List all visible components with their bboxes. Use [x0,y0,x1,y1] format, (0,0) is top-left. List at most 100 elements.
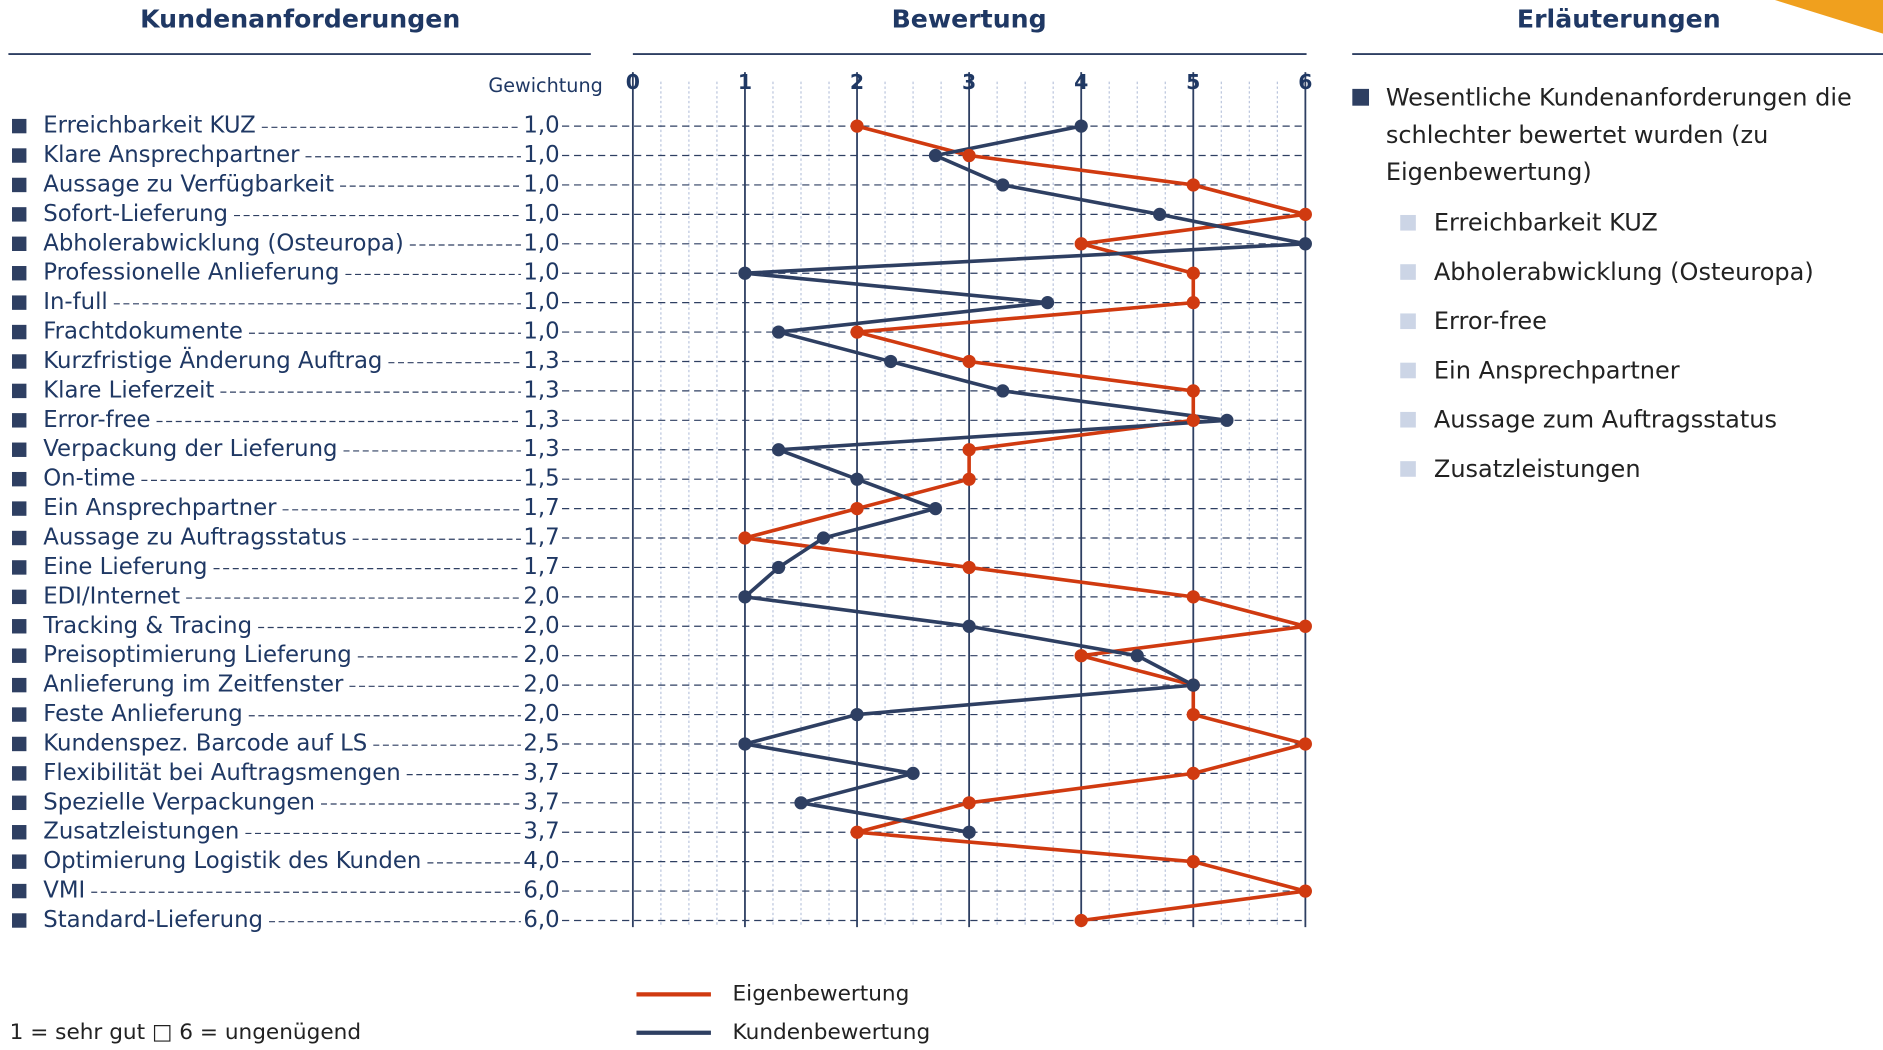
weight-label: 6,0 [523,907,559,933]
requirement-label: Erreichbarkeit KUZ [43,113,256,139]
data-point [996,384,1010,398]
requirement-label: Optimierung Logistik des Kunden [43,848,421,874]
requirement-label: Abholerabwicklung (Osteuropa) [43,230,404,256]
data-point [884,354,898,369]
data-point [850,472,864,486]
data-point [850,119,864,133]
data-point [996,178,1010,192]
weight-label: 1,7 [523,554,559,580]
data-point [1186,855,1200,869]
weight-label: 1,5 [523,466,559,492]
data-point [1298,237,1312,251]
data-point [1130,649,1144,663]
bullet [12,501,27,516]
rows: Erreichbarkeit KUZ 1,0 Klare Ansprechpartn… [12,113,1306,933]
data-point [1298,207,1312,221]
data-point [1074,237,1088,251]
data-point [1186,384,1200,398]
bullet [12,530,27,546]
weight-label: 1,0 [523,201,559,227]
weight-label: 2,0 [523,642,559,668]
bullet [12,854,27,869]
data-point [850,501,864,516]
data-point [771,560,786,575]
weight-label: 2,0 [523,613,559,639]
notes-item: Aussage zum Auftragsstatus [1352,395,1880,444]
data-point [1040,296,1055,310]
data-point [928,148,943,163]
data-point [1186,178,1200,192]
weight-label: 2,0 [523,583,559,609]
bullet [12,324,27,340]
weight-label: 3,7 [523,789,559,815]
data-point [1298,737,1312,751]
x-tick-label: 0 [626,70,640,94]
data-point [962,443,976,457]
bullet [12,442,27,457]
data-point [1074,649,1088,663]
bullet [12,707,27,722]
data-point [1220,413,1234,427]
x-tick-label: 5 [1186,70,1200,94]
data-point [1186,766,1200,780]
bullet [12,677,27,693]
data-point [816,531,831,545]
data-point [1186,678,1200,692]
data-point [1186,707,1200,722]
weight-label: 1,0 [523,260,559,286]
data-point [962,796,976,810]
notes-lead: Wesentliche Kundenanforderungen die schl… [1352,79,1880,191]
requirement-label: VMI [43,878,85,904]
notes-item: Erreichbarkeit KUZ [1352,198,1880,247]
requirement-label: Aussage zu Auftragsstatus [43,525,347,551]
notes-item: Zusatzleistungen [1352,444,1880,493]
weight-label: 4,0 [523,848,559,874]
weight-label: 1,3 [523,436,559,462]
requirement-label: Eine Lieferung [43,554,207,580]
bullet [12,619,27,634]
series-line [744,124,1313,923]
requirement-label: Professionelle Anlieferung [43,260,339,286]
weight-label: 6,0 [523,878,559,904]
x-tick-label: 1 [738,70,752,94]
weight-label: 1,3 [523,407,559,433]
header-left: Kundenanforderungen [140,4,460,33]
data-point [906,766,920,780]
bullet [12,471,27,487]
data-point [962,560,976,575]
legend-label: Kundenbewertung [733,1020,931,1045]
weight-label: 1,0 [523,171,559,197]
bullet [12,177,27,193]
bullet [12,207,27,222]
bullet [12,560,27,575]
data-point [771,443,786,457]
requirement-label: Anlieferung im Zeitfenster [43,672,344,698]
data-point [738,266,752,280]
bullet [12,736,27,752]
bullet [12,883,27,899]
data-point [850,325,864,339]
data-point [962,354,976,369]
notes-item: Abholerabwicklung (Osteuropa) [1352,247,1880,296]
bullet [12,266,27,281]
requirement-label: Klare Ansprechpartner [43,142,300,168]
bullet [12,766,27,781]
legend-label: Eigenbewertung [733,981,910,1006]
bullet [12,148,27,163]
data-point [1298,619,1312,633]
notes-item: Ein Ansprechpartner [1352,346,1880,395]
weight-label: 2,0 [523,701,559,727]
requirement-label: Flexibilität bei Auftragsmengen [43,760,400,786]
data-point [928,501,943,516]
data-point [771,325,786,339]
bullet [12,118,27,134]
requirement-label: Standard-Lieferung [43,907,263,933]
weight-label: 2,5 [523,730,559,756]
notes-box: Wesentliche Kundenanforderungen die schl… [1352,79,1880,493]
data-point [962,619,976,633]
weight-label: 3,7 [523,819,559,845]
x-tick-label: 6 [1298,70,1312,94]
weight-label: 1,0 [523,230,559,256]
weight-label: 3,7 [523,760,559,786]
